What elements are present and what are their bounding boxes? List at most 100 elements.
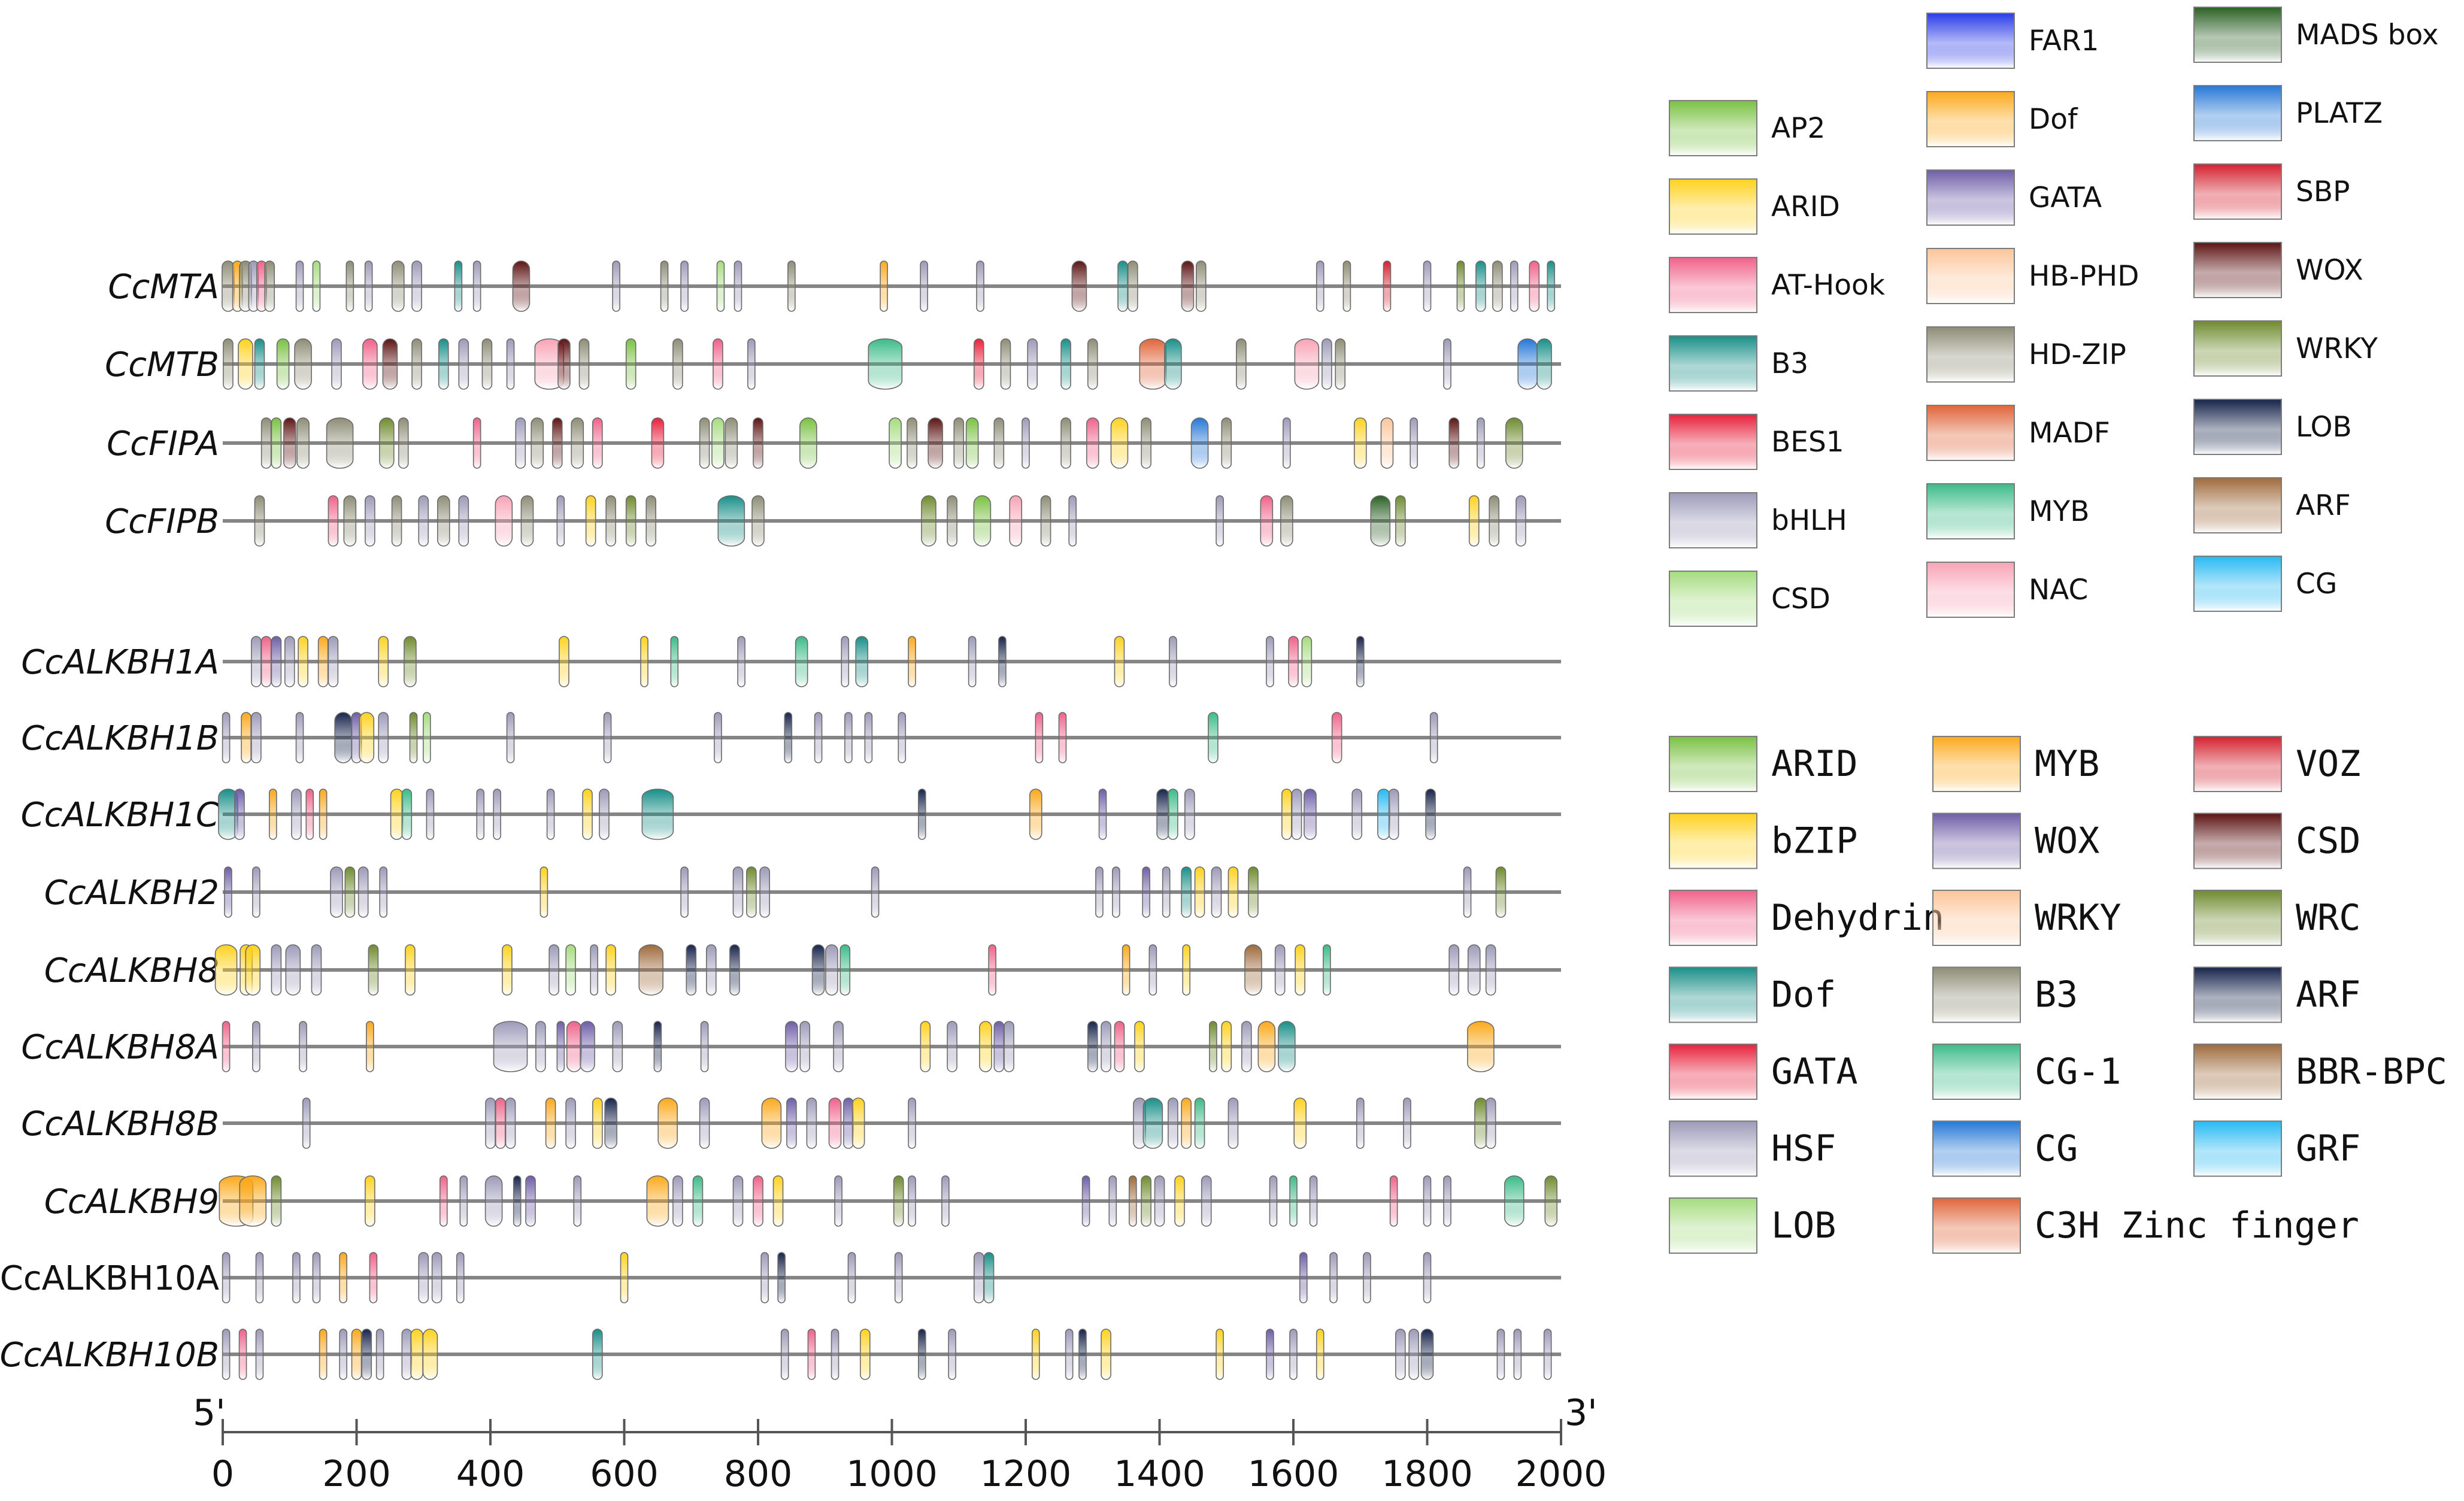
element-wox [551,417,563,469]
legend-swatch [1669,812,1757,869]
legend-label: MADS box [2296,19,2439,51]
element-hsf [251,712,262,763]
legend-swatch [1932,736,2021,792]
gene-label: CcMTA [108,268,219,307]
element-hsf [1351,789,1362,840]
legend-label: LOB [1771,1205,1836,1247]
element-bzip [1295,944,1305,996]
element-dof [269,789,277,840]
element-sbp [1383,260,1392,312]
element-dof [1257,1021,1276,1072]
element-hsf [1395,1329,1406,1380]
element-hsf [1403,1097,1411,1149]
element-myb [1504,1175,1525,1227]
element-wrky [1395,495,1406,547]
legend-item-cg-1: CG-1 [1932,1044,2121,1100]
element-gata [271,636,282,687]
element-hsf [1388,789,1399,840]
legend-swatch [1669,335,1757,392]
element-bzip [620,1252,629,1303]
element-bzip [378,636,389,687]
element-dehydrin [1389,1175,1398,1227]
element-arid [1110,417,1129,469]
legend-swatch [2193,163,2282,220]
element-dehydrin [1288,636,1299,687]
element-dof [319,789,328,840]
legend-label: WRKY [2296,332,2378,365]
element-hsf [1408,1329,1419,1380]
element-nac [1009,495,1023,547]
legend-swatch [1926,326,2015,383]
legend-item-arid: ARID [1669,178,1840,235]
element-hsf [375,1329,384,1380]
element-dehydrin [828,1097,842,1149]
element-hsf [780,1329,789,1380]
element-wox [753,417,763,469]
element-dof [880,260,888,312]
legend-label: GATA [2029,181,2102,214]
gene-label: CcALKBH10A [0,1259,219,1298]
element-bzip [365,1175,375,1227]
element-bzip [860,1329,871,1380]
element-hsf [833,1021,844,1072]
element-hsf [1363,1252,1371,1303]
element-wrky [404,636,417,687]
element-hsf [700,1021,709,1072]
element-hsf [426,789,435,840]
legend-item-hb-phd: HB-PHD [1926,248,2139,304]
legend-swatch [1926,562,2015,618]
element-hd-zip [1195,260,1207,312]
element-wrky [1209,1021,1217,1072]
element-wrky [271,1175,282,1227]
element-bhlh [411,260,422,312]
gene-track-ccalkbh8b: CcALKBH8B [21,1097,1561,1149]
legend-label: ARF [2296,489,2351,522]
element-wrky [1495,866,1507,918]
element-gata [993,1021,1005,1072]
element-hsf [505,1097,516,1149]
element-hsf [506,712,515,763]
element-hsf [418,1252,429,1303]
element-bhlh [1443,338,1451,390]
legend-label: CG-1 [2035,1051,2121,1093]
legend-item-lob: LOB [1669,1197,1836,1254]
element-hsf [1184,789,1195,840]
gene-track-ccfipa: CcFIPA [107,417,1561,469]
legend-label: PLATZ [2296,97,2383,130]
element-hsf [1169,636,1177,687]
element-hd-zip [578,338,590,390]
element-hsf [476,789,485,840]
element-gata [1142,866,1150,918]
element-wrky [409,712,418,763]
element-b3 [717,495,745,547]
element-hsf [825,944,838,996]
element-hsf [328,636,339,687]
element-at-hook [328,495,339,547]
legend-swatch [2193,85,2282,141]
element-hsf [1266,636,1274,687]
element-hsf [1228,1097,1239,1149]
element-hd-zip [520,495,534,547]
element-hsf [330,866,343,918]
legend-swatch [2193,242,2282,298]
element-hd-zip [1335,338,1346,390]
element-lob [811,944,825,996]
legend-swatch [2193,399,2282,455]
legend-top: AP2 ARID AT-Hook B3 BES1 bHLH CSD FAR1 Dof GATA HB… [1669,7,2439,627]
element-hsf [284,636,295,687]
gene-label: CcALKBH8A [21,1028,219,1067]
legend-item-bhlh: bHLH [1669,492,1847,548]
element-bzip [405,944,416,996]
legend-label: HB-PHD [2029,260,2139,293]
element-hsf [1485,944,1496,996]
element-wrky [378,417,395,469]
element-hsf [1162,866,1171,918]
element-bhlh [1068,495,1077,547]
element-cg-1 [1194,1097,1205,1149]
element-arid [1353,417,1367,469]
element-hsf [1423,1175,1432,1227]
element-hd-zip [699,417,710,469]
legend-item-mads-box: MADS box [2193,7,2439,63]
element-hsf [603,712,612,763]
axis-tick-label: 1000 [846,1453,938,1495]
